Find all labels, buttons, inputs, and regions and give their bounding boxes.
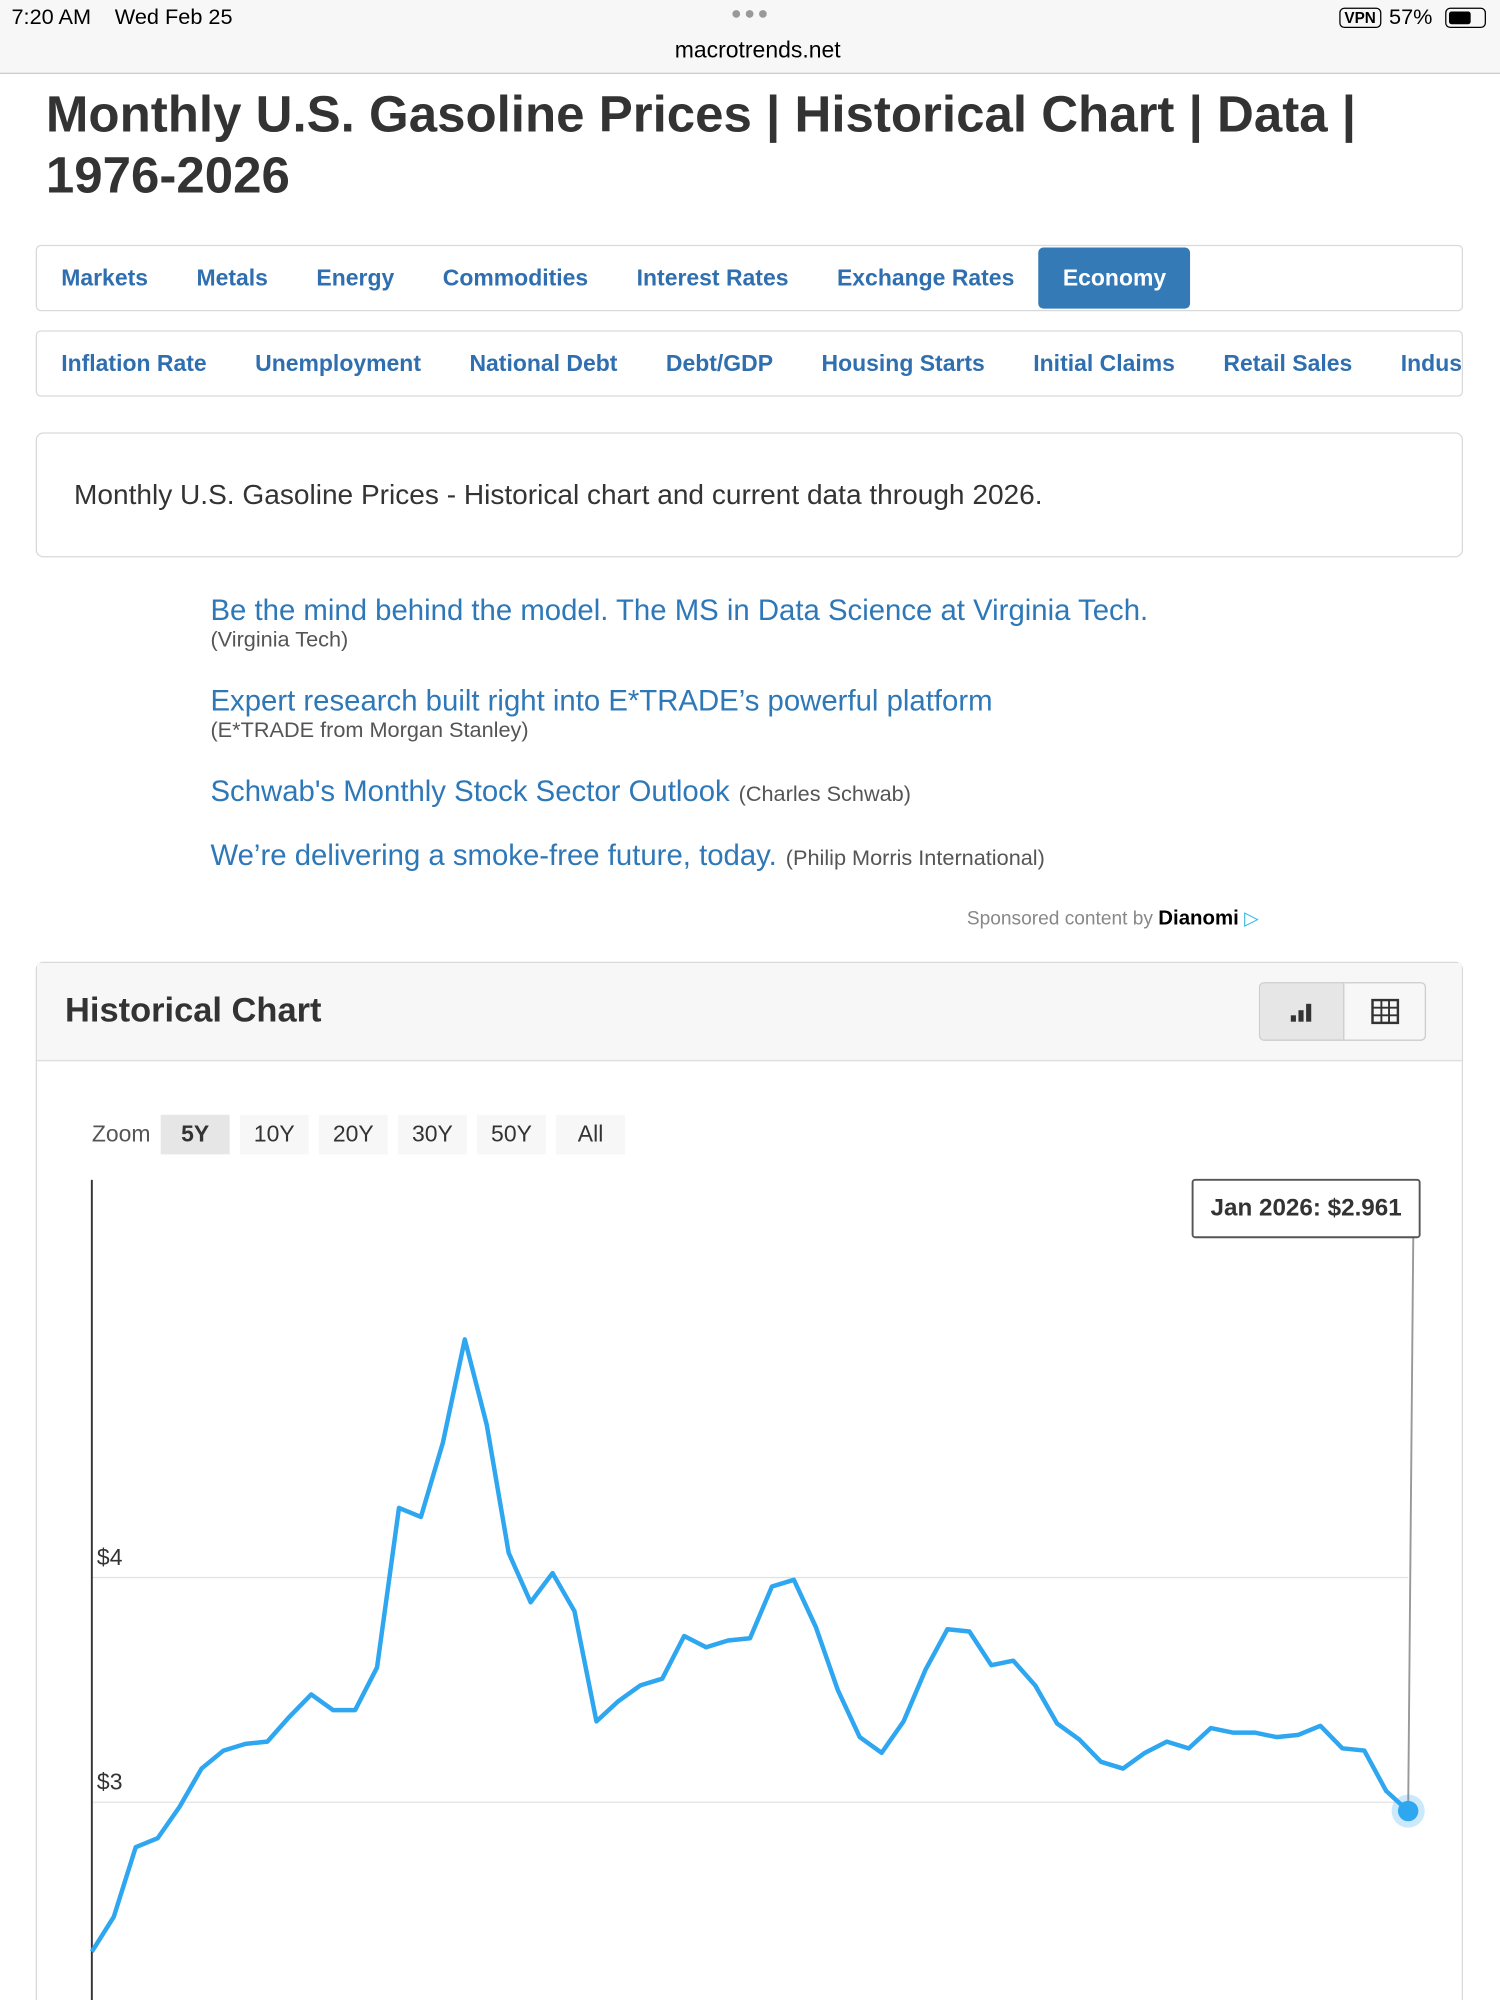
chart-view-button[interactable]: [1260, 983, 1345, 1040]
battery-level: 57%: [1389, 5, 1433, 30]
ad: Schwab's Monthly Stock Sector Outlook (Ch…: [210, 774, 910, 808]
nav-link[interactable]: Markets: [61, 265, 149, 291]
nav-link[interactable]: Industrial: [1400, 350, 1462, 377]
tooltip-text: Jan 2026: $2.961: [1211, 1195, 1402, 1222]
zoom-button[interactable]: All: [556, 1114, 625, 1155]
zoom-label: Zoom: [91, 1121, 151, 1147]
sponsored: Sponsored content by Dianomi ▷: [966, 908, 1259, 930]
ad-source: (Virginia Tech): [210, 627, 349, 652]
page-title: Monthly U.S. Gasoline Prices | Historica…: [45, 86, 1357, 205]
ad-link[interactable]: Expert research built right into E*TRADE…: [210, 683, 993, 717]
nav-link[interactable]: Commodities: [442, 265, 589, 291]
sponsored-text: Sponsored content by: [966, 908, 1153, 930]
sponsored-brand[interactable]: Dianomi: [1158, 908, 1239, 930]
description: Monthly U.S. Gasoline Prices - Historica…: [73, 478, 1043, 511]
vpn-badge: VPN: [1339, 7, 1381, 29]
nav-link[interactable]: Debt/GDP: [665, 350, 774, 377]
ad-link[interactable]: Schwab's Monthly Stock Sector Outlook: [210, 774, 730, 808]
zoom-button[interactable]: 20Y: [318, 1114, 388, 1155]
zoom-options: 5Y 10Y 20Y 30Y 50Y All: [160, 1114, 625, 1155]
chart-panel: [35, 961, 1464, 2000]
battery-icon: [1445, 7, 1486, 29]
ad-source: (Philip Morris International): [785, 845, 1045, 870]
zoom-button[interactable]: 10Y: [239, 1114, 309, 1155]
panel-title: Historical Chart: [65, 991, 322, 1030]
ad-link[interactable]: We’re delivering a smoke-free future, to…: [210, 838, 777, 872]
price-line: [89, 1337, 1410, 1953]
nav-link[interactable]: Retail Sales: [1223, 350, 1353, 377]
ad-source: (E*TRADE from Morgan Stanley): [210, 718, 529, 743]
url[interactable]: macrotrends.net: [674, 36, 841, 63]
chart: $3 $4 Jan 2026: $2.961: [89, 1178, 1425, 2000]
y-tick-label: $3: [97, 1769, 123, 1795]
ad: Expert research built right into E*TRADE…: [210, 684, 992, 744]
zoom-button[interactable]: 50Y: [477, 1114, 546, 1155]
browser-bar: [0, 0, 1500, 74]
nav-link[interactable]: Metals: [196, 265, 268, 291]
primary-nav: Markets Metals Energy Commodities Interest R…: [35, 244, 1464, 312]
tabs-dots: ●●●: [730, 2, 771, 23]
current-point: [1397, 1800, 1419, 1822]
nav-link[interactable]: Economy: [1038, 247, 1191, 309]
table-view-button[interactable]: [1344, 983, 1424, 1039]
nav-link[interactable]: Exchange Rates: [836, 265, 1015, 291]
nav-link[interactable]: Unemployment: [255, 350, 421, 377]
tooltip-connector: [1407, 1237, 1415, 1812]
ad: Be the mind behind the model. The MS in …: [210, 593, 1148, 653]
status-time: 7:20 AM: [11, 5, 92, 30]
view-toggle: [1258, 982, 1427, 1041]
secondary-nav: Inflation Rate Unemployment National Debt D…: [35, 330, 1464, 397]
nav-link[interactable]: Housing Starts: [821, 350, 985, 377]
nav-link[interactable]: Initial Claims: [1033, 350, 1175, 377]
zoom-button[interactable]: 5Y: [160, 1114, 230, 1155]
nav-link[interactable]: National Debt: [469, 350, 618, 377]
status-date: Wed Feb 25: [114, 5, 233, 30]
ad-link[interactable]: Be the mind behind the model. The MS in …: [210, 593, 1149, 627]
nav-link[interactable]: Interest Rates: [636, 265, 789, 291]
y-tick-label: $4: [97, 1544, 123, 1570]
ad: We’re delivering a smoke-free future, to…: [210, 838, 1044, 872]
nav-link[interactable]: Energy: [316, 265, 395, 291]
zoom-button[interactable]: 30Y: [397, 1114, 467, 1155]
description-box: Monthly U.S. Gasoline Prices - Historica…: [35, 432, 1464, 558]
tooltip-box: [1191, 1178, 1421, 1239]
nav-link[interactable]: Inflation Rate: [61, 350, 207, 377]
ad-source: (Charles Schwab): [738, 781, 911, 807]
